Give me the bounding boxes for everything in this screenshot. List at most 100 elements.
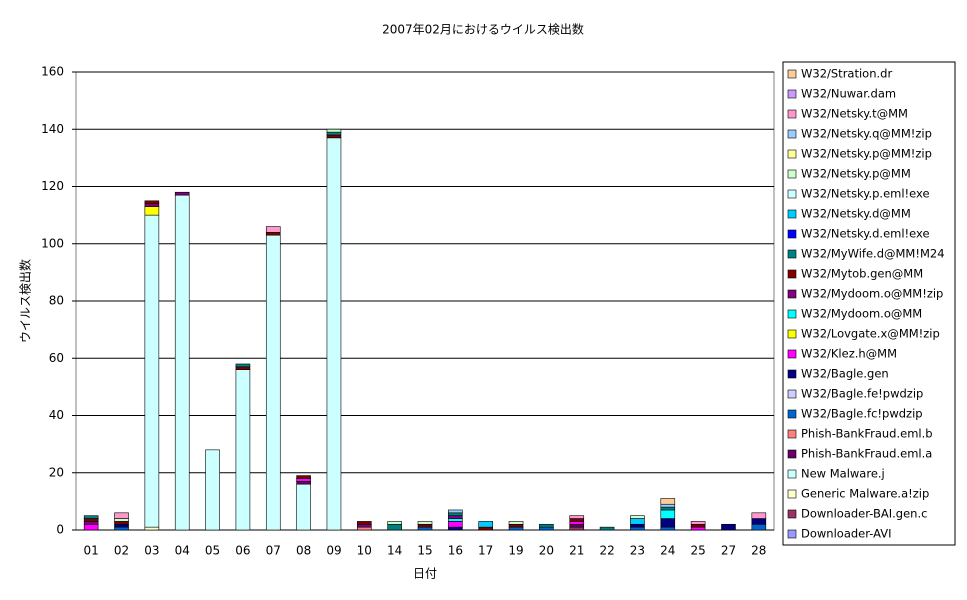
- bar-segment: [660, 526, 676, 531]
- x-axis-label: 日付: [413, 567, 437, 581]
- legend-swatch: [787, 129, 797, 139]
- bar-segment: [144, 214, 160, 528]
- bar-segment: [326, 137, 342, 531]
- legend-swatch: [787, 509, 797, 519]
- x-tick-label: 27: [721, 544, 736, 558]
- legend-label: New Malware.j: [801, 467, 885, 481]
- legend-label: W32/Bagle.fc!pwdzip: [801, 407, 923, 421]
- bar-segment: [448, 512, 463, 516]
- y-tick-label: 80: [49, 294, 64, 308]
- legend-swatch: [787, 229, 797, 239]
- bar-segment: [296, 483, 311, 531]
- bar-segment: [448, 518, 463, 522]
- legend-label: W32/Bagle.gen: [801, 367, 889, 381]
- legend-label: Downloader-AVI: [801, 527, 892, 541]
- legend-label: W32/Nuwar.dam: [801, 87, 896, 101]
- bar-segment: [448, 509, 463, 514]
- y-tick-label: 40: [49, 408, 64, 422]
- bar-segment: [174, 191, 190, 196]
- x-tick-label: 17: [478, 544, 493, 558]
- legend-label: W32/Netsky.d@MM: [801, 207, 911, 221]
- bar-segment: [265, 226, 281, 233]
- bar-segment: [690, 526, 706, 531]
- legend-label: W32/Netsky.p@MM: [801, 167, 911, 181]
- bar-segment: [660, 518, 676, 528]
- bar-segment: [235, 363, 251, 368]
- bar-segment: [357, 521, 372, 525]
- bar-segment: [205, 449, 220, 531]
- bar-segment: [751, 523, 767, 531]
- y-tick-label: 20: [49, 465, 64, 479]
- bar-segment: [83, 518, 99, 522]
- bar-segment: [417, 521, 433, 525]
- legend-swatch: [787, 309, 797, 319]
- legend-swatch: [787, 249, 797, 259]
- x-tick-label: 03: [144, 544, 159, 558]
- bar-segment: [448, 526, 463, 531]
- bar-segment: [539, 526, 554, 531]
- legend-label: W32/Netsky.t@MM: [801, 107, 908, 121]
- legend-label: W32/Mydoom.o@MM: [801, 307, 922, 321]
- x-tick-label: 07: [266, 544, 281, 558]
- x-tick-label: 24: [660, 544, 675, 558]
- x-tick-label: 16: [448, 544, 463, 558]
- bar-segment: [235, 366, 251, 370]
- legend-label: W32/Mydoom.o@MM!zip: [801, 287, 943, 301]
- bar-segment: [174, 194, 190, 531]
- bar-segment: [83, 521, 99, 525]
- bar-segment: [751, 512, 767, 519]
- bar-segment: [114, 518, 129, 522]
- x-tick-label: 28: [751, 544, 766, 558]
- x-tick-label: 08: [296, 544, 311, 558]
- x-tick-label: 01: [84, 544, 99, 558]
- legend-swatch: [787, 329, 797, 339]
- bar-segment: [721, 523, 736, 531]
- bar-segment: [478, 521, 493, 528]
- x-tick-label: 22: [599, 544, 614, 558]
- bar-segment: [569, 521, 585, 525]
- bar-segment: [357, 523, 372, 528]
- y-axis-label: ウイルス検出数: [18, 259, 33, 343]
- bar-segment: [144, 200, 160, 204]
- legend-label: Generic Malware.a!zip: [801, 487, 929, 501]
- bar-segment: [417, 526, 433, 531]
- x-tick-label: 25: [690, 544, 705, 558]
- bar-segment: [630, 515, 645, 519]
- x-tick-label: 14: [387, 544, 402, 558]
- legend-swatch: [787, 349, 797, 359]
- bar-segment: [114, 526, 129, 531]
- bar-segment: [357, 526, 372, 531]
- y-tick-label: 140: [41, 122, 64, 136]
- legend-label: Downloader-BAI.gen.c: [801, 507, 927, 521]
- bar-segment: [751, 518, 767, 525]
- bar-segment: [296, 478, 311, 482]
- bar-segment: [478, 526, 493, 531]
- bar-segment: [144, 526, 160, 531]
- x-tick-label: 10: [357, 544, 372, 558]
- legend-swatch: [787, 149, 797, 159]
- bar-segment: [539, 523, 554, 528]
- bar-segment: [569, 523, 585, 528]
- legend-swatch: [787, 209, 797, 219]
- legend-swatch: [787, 109, 797, 119]
- bar-segment: [630, 523, 645, 528]
- bar-segment: [387, 523, 402, 531]
- bar-segment: [599, 526, 615, 531]
- bar-segment: [265, 234, 281, 531]
- bar-segment: [83, 523, 99, 531]
- bar-segment: [660, 503, 676, 508]
- legend-label: W32/Mytob.gen@MM: [801, 267, 923, 281]
- bar-segment: [326, 131, 342, 136]
- legend-swatch: [787, 489, 797, 499]
- bar-segment: [508, 523, 524, 528]
- bar-segment: [630, 518, 645, 525]
- bar-segment: [630, 526, 645, 531]
- x-tick-label: 05: [205, 544, 220, 558]
- x-tick-label: 23: [630, 544, 645, 558]
- legend-label: W32/Lovgate.x@MM!zip: [801, 327, 940, 341]
- bar-segment: [296, 475, 311, 479]
- x-tick-label: 06: [235, 544, 250, 558]
- bar-segment: [690, 521, 706, 525]
- bar-segment: [569, 518, 585, 522]
